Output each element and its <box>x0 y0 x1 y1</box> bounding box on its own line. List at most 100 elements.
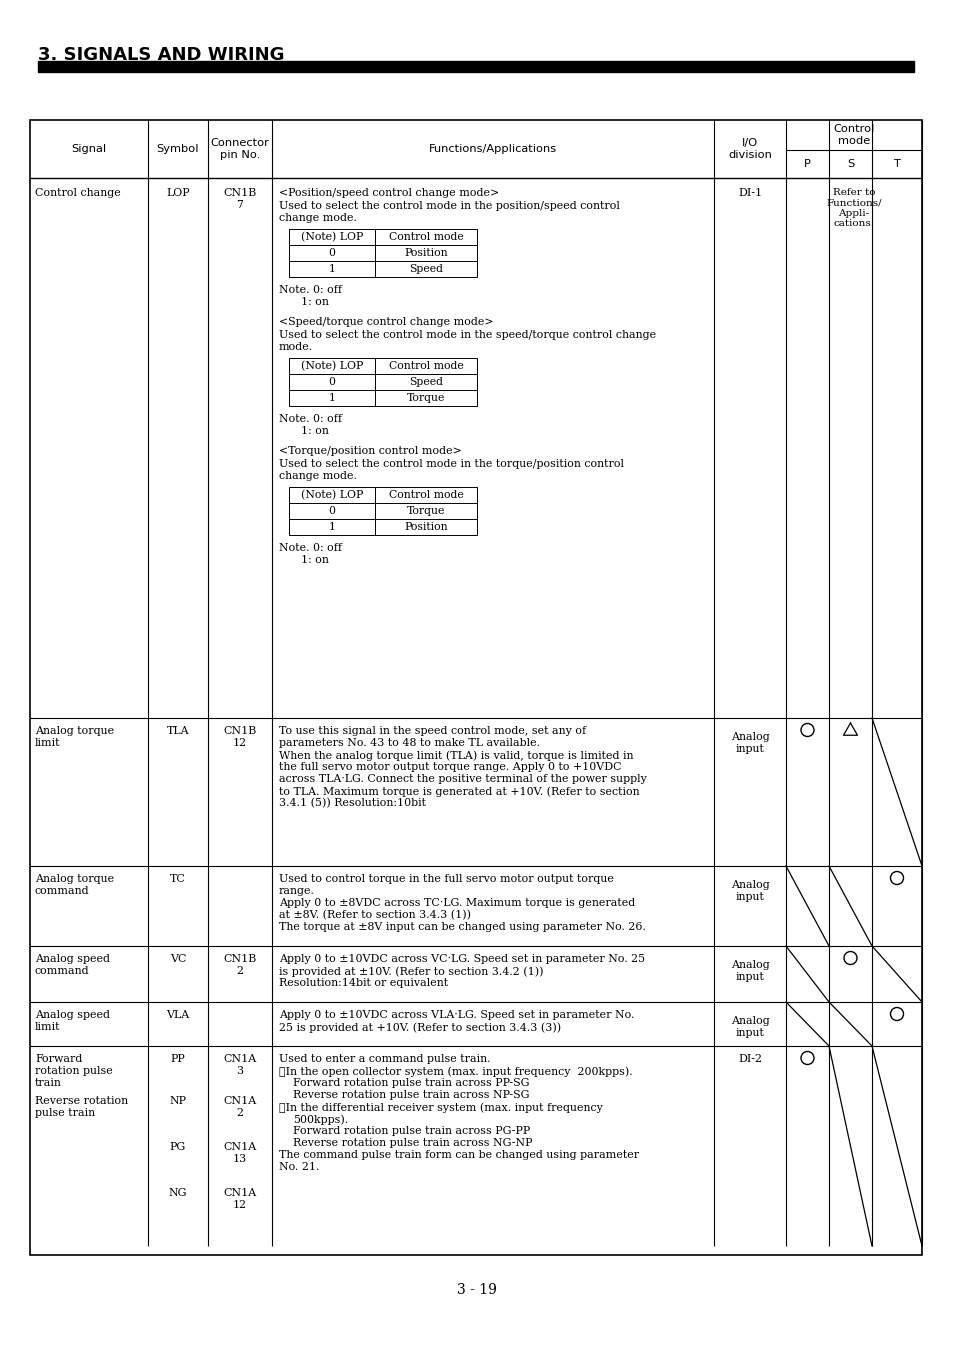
Text: Note. 0: off: Note. 0: off <box>278 414 341 424</box>
Text: Apply 0 to ±8VDC across TC·LG. Maximum torque is generated: Apply 0 to ±8VDC across TC·LG. Maximum t… <box>278 898 635 909</box>
Text: Forward rotation pulse train across PG-PP: Forward rotation pulse train across PG-P… <box>293 1126 530 1135</box>
Text: 0: 0 <box>329 377 335 387</box>
Text: 3. SIGNALS AND WIRING: 3. SIGNALS AND WIRING <box>38 46 284 63</box>
Bar <box>289 230 476 277</box>
Text: is provided at ±10V. (Refer to section 3.4.2 (1)): is provided at ±10V. (Refer to section 3… <box>278 967 543 976</box>
Text: Symbol: Symbol <box>156 144 199 154</box>
Bar <box>30 120 921 1256</box>
Text: Control mode: Control mode <box>389 360 463 371</box>
Text: change mode.: change mode. <box>278 213 356 223</box>
Text: (Note) LOP: (Note) LOP <box>301 360 363 371</box>
Text: 3.4.1 (5)) Resolution:10bit: 3.4.1 (5)) Resolution:10bit <box>278 798 426 809</box>
Text: 500kpps).: 500kpps). <box>293 1114 348 1125</box>
Text: Used to select the control mode in the speed/torque control change: Used to select the control mode in the s… <box>278 329 656 340</box>
Text: VLA: VLA <box>166 1010 190 1021</box>
Text: Reverse rotation: Reverse rotation <box>35 1096 128 1106</box>
Text: 1: 1 <box>329 393 335 404</box>
Text: CN1A
12: CN1A 12 <box>223 1188 256 1210</box>
Text: Apply 0 to ±10VDC across VC·LG. Speed set in parameter No. 25: Apply 0 to ±10VDC across VC·LG. Speed se… <box>278 954 644 964</box>
Text: Analog speed: Analog speed <box>35 954 110 964</box>
Text: S: S <box>846 159 853 169</box>
Text: Reverse rotation pulse train across NP-SG: Reverse rotation pulse train across NP-S… <box>293 1089 529 1100</box>
Text: Analog
input: Analog input <box>730 1017 768 1038</box>
Bar <box>289 358 476 406</box>
Text: CN1A
2: CN1A 2 <box>223 1096 256 1118</box>
Text: Connector
pin No.: Connector pin No. <box>211 138 269 159</box>
Text: I/O
division: I/O division <box>727 138 771 159</box>
Text: To use this signal in the speed control mode, set any of: To use this signal in the speed control … <box>278 726 585 736</box>
Text: Control mode: Control mode <box>389 490 463 500</box>
Text: across TLA·LG. Connect the positive terminal of the power supply: across TLA·LG. Connect the positive term… <box>278 774 646 784</box>
Text: <Torque/position control mode>: <Torque/position control mode> <box>278 446 461 456</box>
Text: Analog
input: Analog input <box>730 732 768 753</box>
Text: 1: on: 1: on <box>301 555 329 566</box>
Text: CN1B
7: CN1B 7 <box>223 188 256 209</box>
Text: 1: 1 <box>329 265 335 274</box>
Text: to TLA. Maximum torque is generated at +10V. (Refer to section: to TLA. Maximum torque is generated at +… <box>278 786 639 796</box>
Text: Control mode: Control mode <box>389 232 463 242</box>
Text: Refer to
Functions/
Appli-
cations.: Refer to Functions/ Appli- cations. <box>825 188 881 228</box>
Text: Analog
input: Analog input <box>730 960 768 981</box>
Text: rotation pulse: rotation pulse <box>35 1066 112 1076</box>
Text: 1: 1 <box>329 522 335 532</box>
Text: The torque at ±8V input can be changed using parameter No. 26.: The torque at ±8V input can be changed u… <box>278 922 645 931</box>
Text: 3 - 19: 3 - 19 <box>456 1282 497 1297</box>
Text: limit: limit <box>35 1022 60 1031</box>
Text: Speed: Speed <box>409 377 443 387</box>
Text: Control change: Control change <box>35 188 121 198</box>
Text: Torque: Torque <box>407 506 445 516</box>
Text: CN1B
12: CN1B 12 <box>223 726 256 748</box>
Text: Apply 0 to ±10VDC across VLA·LG. Speed set in parameter No.: Apply 0 to ±10VDC across VLA·LG. Speed s… <box>278 1010 634 1021</box>
Text: the full servo motor output torque range. Apply 0 to +10VDC: the full servo motor output torque range… <box>278 761 621 772</box>
Text: VC: VC <box>170 954 186 964</box>
Text: CN1A
13: CN1A 13 <box>223 1142 256 1164</box>
Text: train: train <box>35 1079 62 1088</box>
Text: limit: limit <box>35 738 60 748</box>
Text: Reverse rotation pulse train across NG-NP: Reverse rotation pulse train across NG-N… <box>293 1138 532 1148</box>
Text: NP: NP <box>170 1096 186 1106</box>
Text: Signal: Signal <box>71 144 107 154</box>
Text: PG: PG <box>170 1142 186 1152</box>
Bar <box>38 61 913 72</box>
Text: The command pulse train form can be changed using parameter: The command pulse train form can be chan… <box>278 1150 639 1160</box>
Text: Used to select the control mode in the torque/position control: Used to select the control mode in the t… <box>278 459 623 468</box>
Text: <Position/speed control change mode>: <Position/speed control change mode> <box>278 188 498 198</box>
Text: NG: NG <box>169 1188 187 1197</box>
Text: T: T <box>893 159 900 169</box>
Text: change mode.: change mode. <box>278 471 356 481</box>
Text: Position: Position <box>404 522 448 532</box>
Text: PP: PP <box>171 1054 185 1064</box>
Bar <box>289 487 476 535</box>
Text: 0: 0 <box>329 506 335 516</box>
Text: Used to enter a command pulse train.: Used to enter a command pulse train. <box>278 1054 490 1064</box>
Text: Note. 0: off: Note. 0: off <box>278 543 341 554</box>
Text: ・In the differential receiver system (max. input frequency: ・In the differential receiver system (ma… <box>278 1102 602 1112</box>
Text: 1: on: 1: on <box>301 427 329 436</box>
Text: (Note) LOP: (Note) LOP <box>301 232 363 242</box>
Text: ・In the open collector system (max. input frequency  200kpps).: ・In the open collector system (max. inpu… <box>278 1066 632 1076</box>
Text: Analog
input: Analog input <box>730 880 768 902</box>
Text: at ±8V. (Refer to section 3.4.3 (1)): at ±8V. (Refer to section 3.4.3 (1)) <box>278 910 471 921</box>
Text: Position: Position <box>404 248 448 258</box>
Text: Functions/Applications: Functions/Applications <box>429 144 557 154</box>
Text: parameters No. 43 to 48 to make TL available.: parameters No. 43 to 48 to make TL avail… <box>278 738 539 748</box>
Text: CN1A
3: CN1A 3 <box>223 1054 256 1076</box>
Text: P: P <box>803 159 810 169</box>
Text: TLA: TLA <box>167 726 189 736</box>
Text: pulse train: pulse train <box>35 1108 95 1118</box>
Text: range.: range. <box>278 886 314 896</box>
Text: CN1B
2: CN1B 2 <box>223 954 256 976</box>
Text: DI-1: DI-1 <box>738 188 761 198</box>
Text: mode.: mode. <box>278 342 313 352</box>
Text: <Speed/torque control change mode>: <Speed/torque control change mode> <box>278 317 493 327</box>
Text: When the analog torque limit (TLA) is valid, torque is limited in: When the analog torque limit (TLA) is va… <box>278 751 633 760</box>
Text: Analog torque: Analog torque <box>35 726 114 736</box>
Text: Forward: Forward <box>35 1054 82 1064</box>
Text: TC: TC <box>170 873 186 884</box>
Text: Used to select the control mode in the position/speed control: Used to select the control mode in the p… <box>278 201 619 211</box>
Text: Speed: Speed <box>409 265 443 274</box>
Text: (Note) LOP: (Note) LOP <box>301 490 363 500</box>
Text: LOP: LOP <box>166 188 190 198</box>
Text: DI-2: DI-2 <box>738 1054 761 1064</box>
Text: Analog speed: Analog speed <box>35 1010 110 1021</box>
